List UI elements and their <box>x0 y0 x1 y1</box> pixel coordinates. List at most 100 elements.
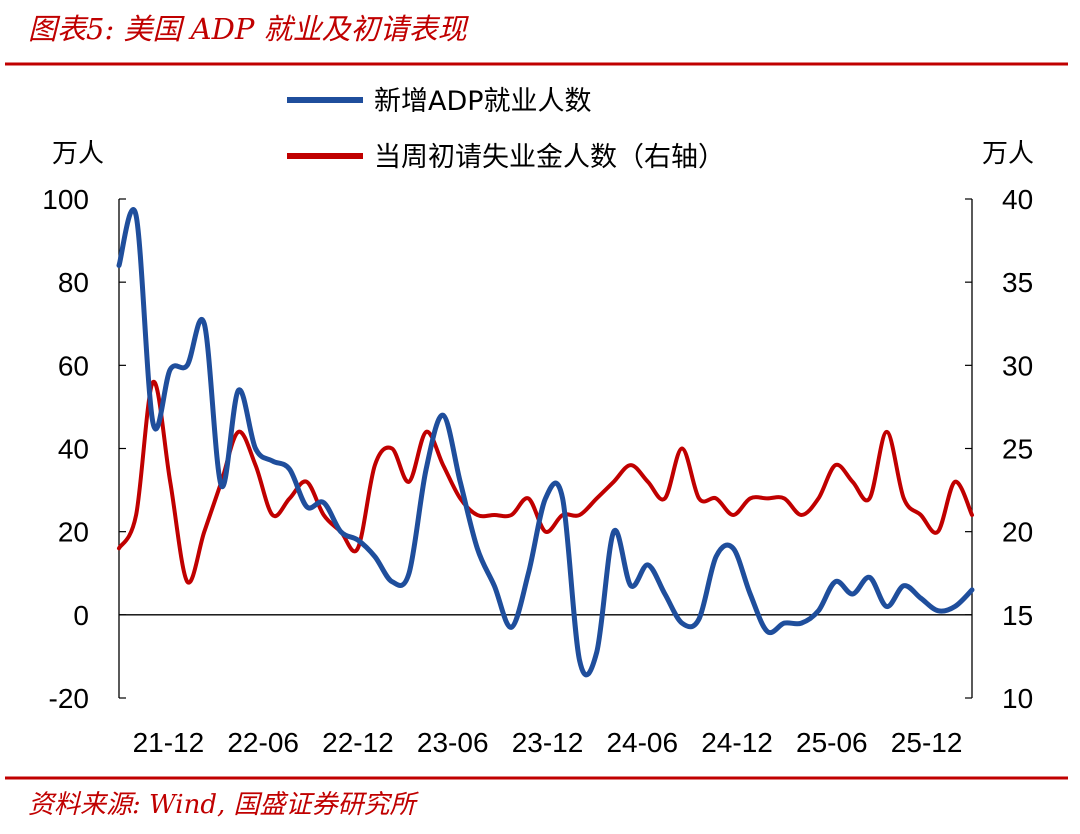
claims-point <box>442 464 444 466</box>
axes: 100 80 60 40 20 0 -20 40 35 30 25 20 15 10 21-12 22-06 2… <box>42 184 1033 758</box>
left-axis-unit: 万人 <box>52 139 104 169</box>
right-axis-unit: 万人 <box>982 139 1034 169</box>
claims-point <box>954 481 956 483</box>
adp-point <box>459 481 462 483</box>
claims-point <box>135 514 137 516</box>
right-tick-label: 10 <box>1002 683 1033 714</box>
claims-point <box>305 481 308 483</box>
claims-line <box>117 379 974 585</box>
right-tick-label: 25 <box>1002 434 1033 465</box>
adp-point <box>305 505 308 508</box>
claims-point <box>595 497 598 500</box>
adp-point <box>766 630 769 633</box>
adp-point <box>493 584 496 587</box>
adp-point <box>288 468 291 471</box>
claims-point <box>288 497 291 500</box>
claims-point <box>118 547 120 550</box>
adp-point <box>647 564 649 566</box>
claims-point <box>459 497 462 500</box>
adp-point <box>783 622 786 624</box>
claims-point <box>408 481 410 483</box>
claims-point <box>937 530 939 533</box>
adp-point <box>135 214 137 217</box>
claims-point <box>493 514 496 516</box>
x-tick-label: 22-06 <box>227 727 299 758</box>
adp-point <box>527 572 530 575</box>
adp-point <box>237 389 240 392</box>
claims-point <box>920 514 922 516</box>
claims-point <box>664 497 666 500</box>
adp-point <box>630 584 632 587</box>
adp-point <box>954 605 956 608</box>
x-tick-label: 24-12 <box>701 727 773 758</box>
adp-point <box>800 622 803 624</box>
claims-point <box>647 481 649 483</box>
x-tick-label: 25-12 <box>891 727 963 758</box>
claims-point <box>374 464 376 466</box>
claims-point <box>510 514 513 516</box>
left-tick-label: 20 <box>58 517 89 548</box>
adp-point <box>254 447 257 450</box>
claims-point <box>715 497 717 500</box>
claims-point <box>766 497 769 500</box>
adp-point <box>817 609 820 612</box>
adp-point <box>732 547 734 550</box>
right-tick-label: 20 <box>1002 517 1033 548</box>
claims-point <box>357 547 359 550</box>
right-tick-label: 40 <box>1002 184 1033 215</box>
adp-point <box>834 580 837 583</box>
claims-point <box>817 497 820 500</box>
adp-point <box>322 501 325 504</box>
claims-point <box>476 514 479 516</box>
claims-point <box>868 497 871 500</box>
claims-point <box>254 464 257 466</box>
claims-point <box>749 497 751 500</box>
left-tick-label: 0 <box>73 600 89 631</box>
adp-point <box>749 593 751 595</box>
claims-point <box>885 431 888 433</box>
legend-label-adp: 新增ADP就业人数 <box>374 86 592 117</box>
adp-point <box>476 547 479 550</box>
x-tick-label: 22-12 <box>322 727 394 758</box>
adp-point <box>851 593 854 595</box>
adp-point <box>868 576 871 579</box>
adp-point <box>357 539 359 541</box>
adp-point <box>937 609 939 612</box>
adp-point <box>374 555 376 558</box>
claims-point <box>237 431 240 433</box>
claims-point <box>322 514 325 516</box>
series-claims <box>117 379 974 585</box>
claims-point <box>271 514 274 516</box>
x-tick-label: 23-12 <box>512 727 584 758</box>
claims-point <box>800 514 803 516</box>
claims-point <box>425 431 427 433</box>
claims-point <box>783 497 786 500</box>
adp-point <box>903 584 905 587</box>
adp-point <box>169 368 171 371</box>
adp-point <box>391 580 393 583</box>
adp-point <box>578 659 581 662</box>
series-adp <box>116 207 975 678</box>
claims-point <box>612 481 615 483</box>
left-tick-label: 80 <box>58 267 89 298</box>
left-tick-label: 60 <box>58 350 89 381</box>
right-tick-label: 15 <box>1002 600 1033 631</box>
left-tick-label: 40 <box>58 434 89 465</box>
claims-point <box>971 514 973 516</box>
claims-point <box>578 514 581 516</box>
adp-point <box>442 414 444 417</box>
adp-point <box>612 530 615 533</box>
adp-point <box>340 530 342 533</box>
claims-point <box>630 464 632 466</box>
claims-point <box>391 447 393 450</box>
adp-point <box>595 651 598 654</box>
series-layer <box>116 207 975 678</box>
right-tick-label: 30 <box>1002 350 1033 381</box>
adp-point <box>425 468 427 471</box>
adp-point <box>885 605 888 608</box>
adp-point <box>186 364 188 367</box>
claims-point <box>203 530 206 533</box>
claims-point <box>698 497 700 500</box>
